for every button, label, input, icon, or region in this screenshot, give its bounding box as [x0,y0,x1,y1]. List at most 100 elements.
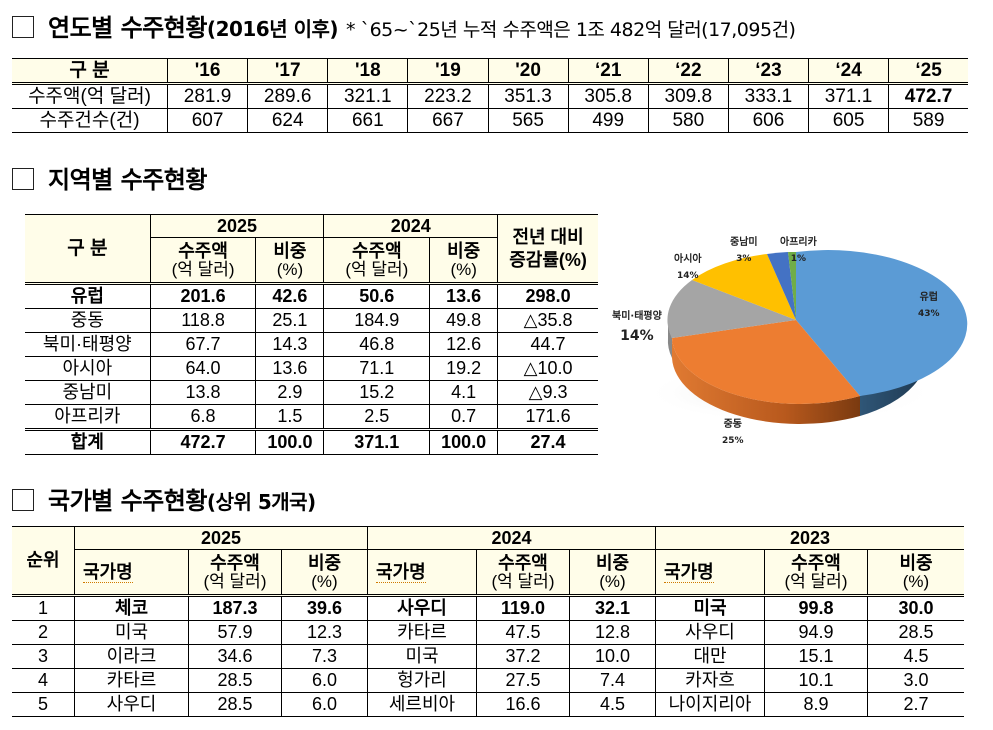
cell: 47.5 [476,620,570,645]
cell: 44.7 [497,332,598,357]
cell: 171.6 [497,404,598,430]
header-country: 국가명 [74,549,189,597]
cell: 2.7 [867,692,964,717]
header-year: '20 [487,58,569,85]
section-title-text: 지역별 수주현황 [48,166,207,194]
cell: 49.8 [429,308,499,333]
cell: 39.6 [281,595,368,621]
cell: 12.6 [429,332,499,357]
regional-orders-table: 구 분 2025 2024 전년 대비 증감률(%) 수주액 (억 달러) 비중(… [25,214,598,455]
cell: 118.8 [149,308,257,333]
table-row: 4 카타르 28.5 6.0 헝가리 27.5 7.4 카자흐 10.1 3.0 [12,668,964,693]
cell: 4.5 [569,692,656,717]
cell: 6.8 [149,404,257,430]
amount-label: 수주액 [791,552,841,573]
region-name: 중남미 [25,380,151,405]
label-pct: 3% [736,254,752,264]
cell: 2.5 [323,404,431,430]
cell: 565 [487,108,569,133]
header-year: ‘23 [727,58,810,85]
cell: 281.9 [166,83,249,109]
cell: 10.1 [764,668,868,693]
row-label: 수주건수(건) [12,108,168,133]
region-name: 아시아 [25,356,151,381]
checkbox-square-icon [12,16,34,38]
cell: 4.5 [867,644,964,669]
yearly-orders-table: 구 분 '16 '17 '18 '19 '20 ‘21 ‘22 ‘23 ‘24 … [12,58,968,133]
country: 카타르 [74,668,189,693]
pie-label-europe: 유럽 43% [918,288,940,319]
amount-unit: (억 달러) [491,571,555,591]
table-row: 아시아 64.0 13.6 71.1 19.2 △10.0 [25,356,598,381]
amount-label: 수주액 [498,552,548,573]
section-title-text: 국가별 수주현황 [48,487,207,515]
rank: 4 [12,668,75,693]
header-amount: 수주액 (억 달러) [150,237,257,285]
header-share: 비중 (%) [255,237,325,285]
cumulative-note: * `65~`25년 누적 수주액은 1조 482억 달러(17,095건) [346,19,796,41]
cell: 94.9 [764,620,868,645]
table-row: 수주건수(건) 607 624 661 667 565 499 580 606 … [12,108,968,133]
table-row: 2 미국 57.9 12.3 카타르 47.5 12.8 사우디 94.9 28… [12,620,964,645]
table-subheader-row: 국가명 수주액 (억 달러) 비중 (%) 국가명 수주액 (억 달러) 비중 (%) … [12,549,964,597]
cell: 32.1 [569,595,656,621]
cell: 472.7 [888,83,968,109]
cell: △35.8 [497,308,598,333]
label-name: 아시아 [674,254,702,265]
country: 카자흐 [655,668,765,693]
cell: 13.6 [429,283,499,309]
share-label: 비중 [899,552,933,573]
cell: 16.6 [476,692,570,717]
cell: 15.2 [323,380,431,405]
table-row: 북미·태평양 67.7 14.3 46.8 12.6 44.7 [25,332,598,357]
country-label: 국가명 [376,561,426,583]
table-total-row: 합계 472.7 100.0 371.1 100.0 27.4 [25,428,598,455]
cell: 12.8 [569,620,656,645]
country: 나이지리아 [655,692,765,717]
table-header-row: 순위 2025 2024 2023 [12,526,964,597]
pie-chart-svg [645,250,968,424]
cell: 305.8 [567,83,649,109]
header-year: '17 [247,58,329,85]
section-title-regional: 지역별 수주현황 [12,160,207,195]
cell: 184.9 [323,308,431,333]
label-name: 아프리카 [780,237,817,248]
country: 체코 [74,595,189,621]
pie-label-middle-east: 중동 25% [722,415,744,446]
label-pct: 14% [620,328,654,344]
cell: 37.2 [476,644,570,669]
share-label: 비중 [447,240,481,261]
amount-unit: (억 달러) [171,259,235,279]
label-name: 유럽 [919,292,938,303]
cell: 14.3 [255,332,325,357]
cell: 7.4 [569,668,656,693]
cell: 472.7 [149,428,257,455]
table-header-row: 구 분 '16 '17 '18 '19 '20 ‘21 ‘22 ‘23 ‘24 … [12,58,968,85]
share-unit: (%) [276,259,304,279]
table-row: 중동 118.8 25.1 184.9 49.8 △35.8 [25,308,598,333]
header-category: 구 분 [25,214,151,285]
cell: 333.1 [727,83,810,109]
table-row: 3 이라크 34.6 7.3 미국 37.2 10.0 대만 15.1 4.5 [12,644,964,669]
cell: 42.6 [255,283,325,309]
cell: 289.6 [247,83,329,109]
cell: 13.6 [255,356,325,381]
header-year-2023: 2023 [655,526,964,550]
cell: 30.0 [867,595,964,621]
country: 미국 [655,595,765,621]
cell: 2.9 [255,380,325,405]
header-country: 국가명 [367,549,477,597]
header-share: 비중 (%) [281,549,368,597]
share-label: 비중 [595,552,630,573]
cell: 1.5 [255,404,325,430]
cell: 6.0 [281,692,368,717]
checkbox-square-icon [12,168,34,190]
cell: 57.9 [188,620,282,645]
amount-label: 수주액 [210,552,260,573]
table-subheader-row: 수주액 (억 달러) 비중 (%) 수주액 (억 달러) 비중 (%) [25,237,598,285]
total-label: 합계 [25,428,151,455]
cell: 28.5 [188,668,282,693]
cell: 64.0 [149,356,257,381]
cell: 624 [247,108,329,133]
region-name: 유럽 [25,283,151,309]
